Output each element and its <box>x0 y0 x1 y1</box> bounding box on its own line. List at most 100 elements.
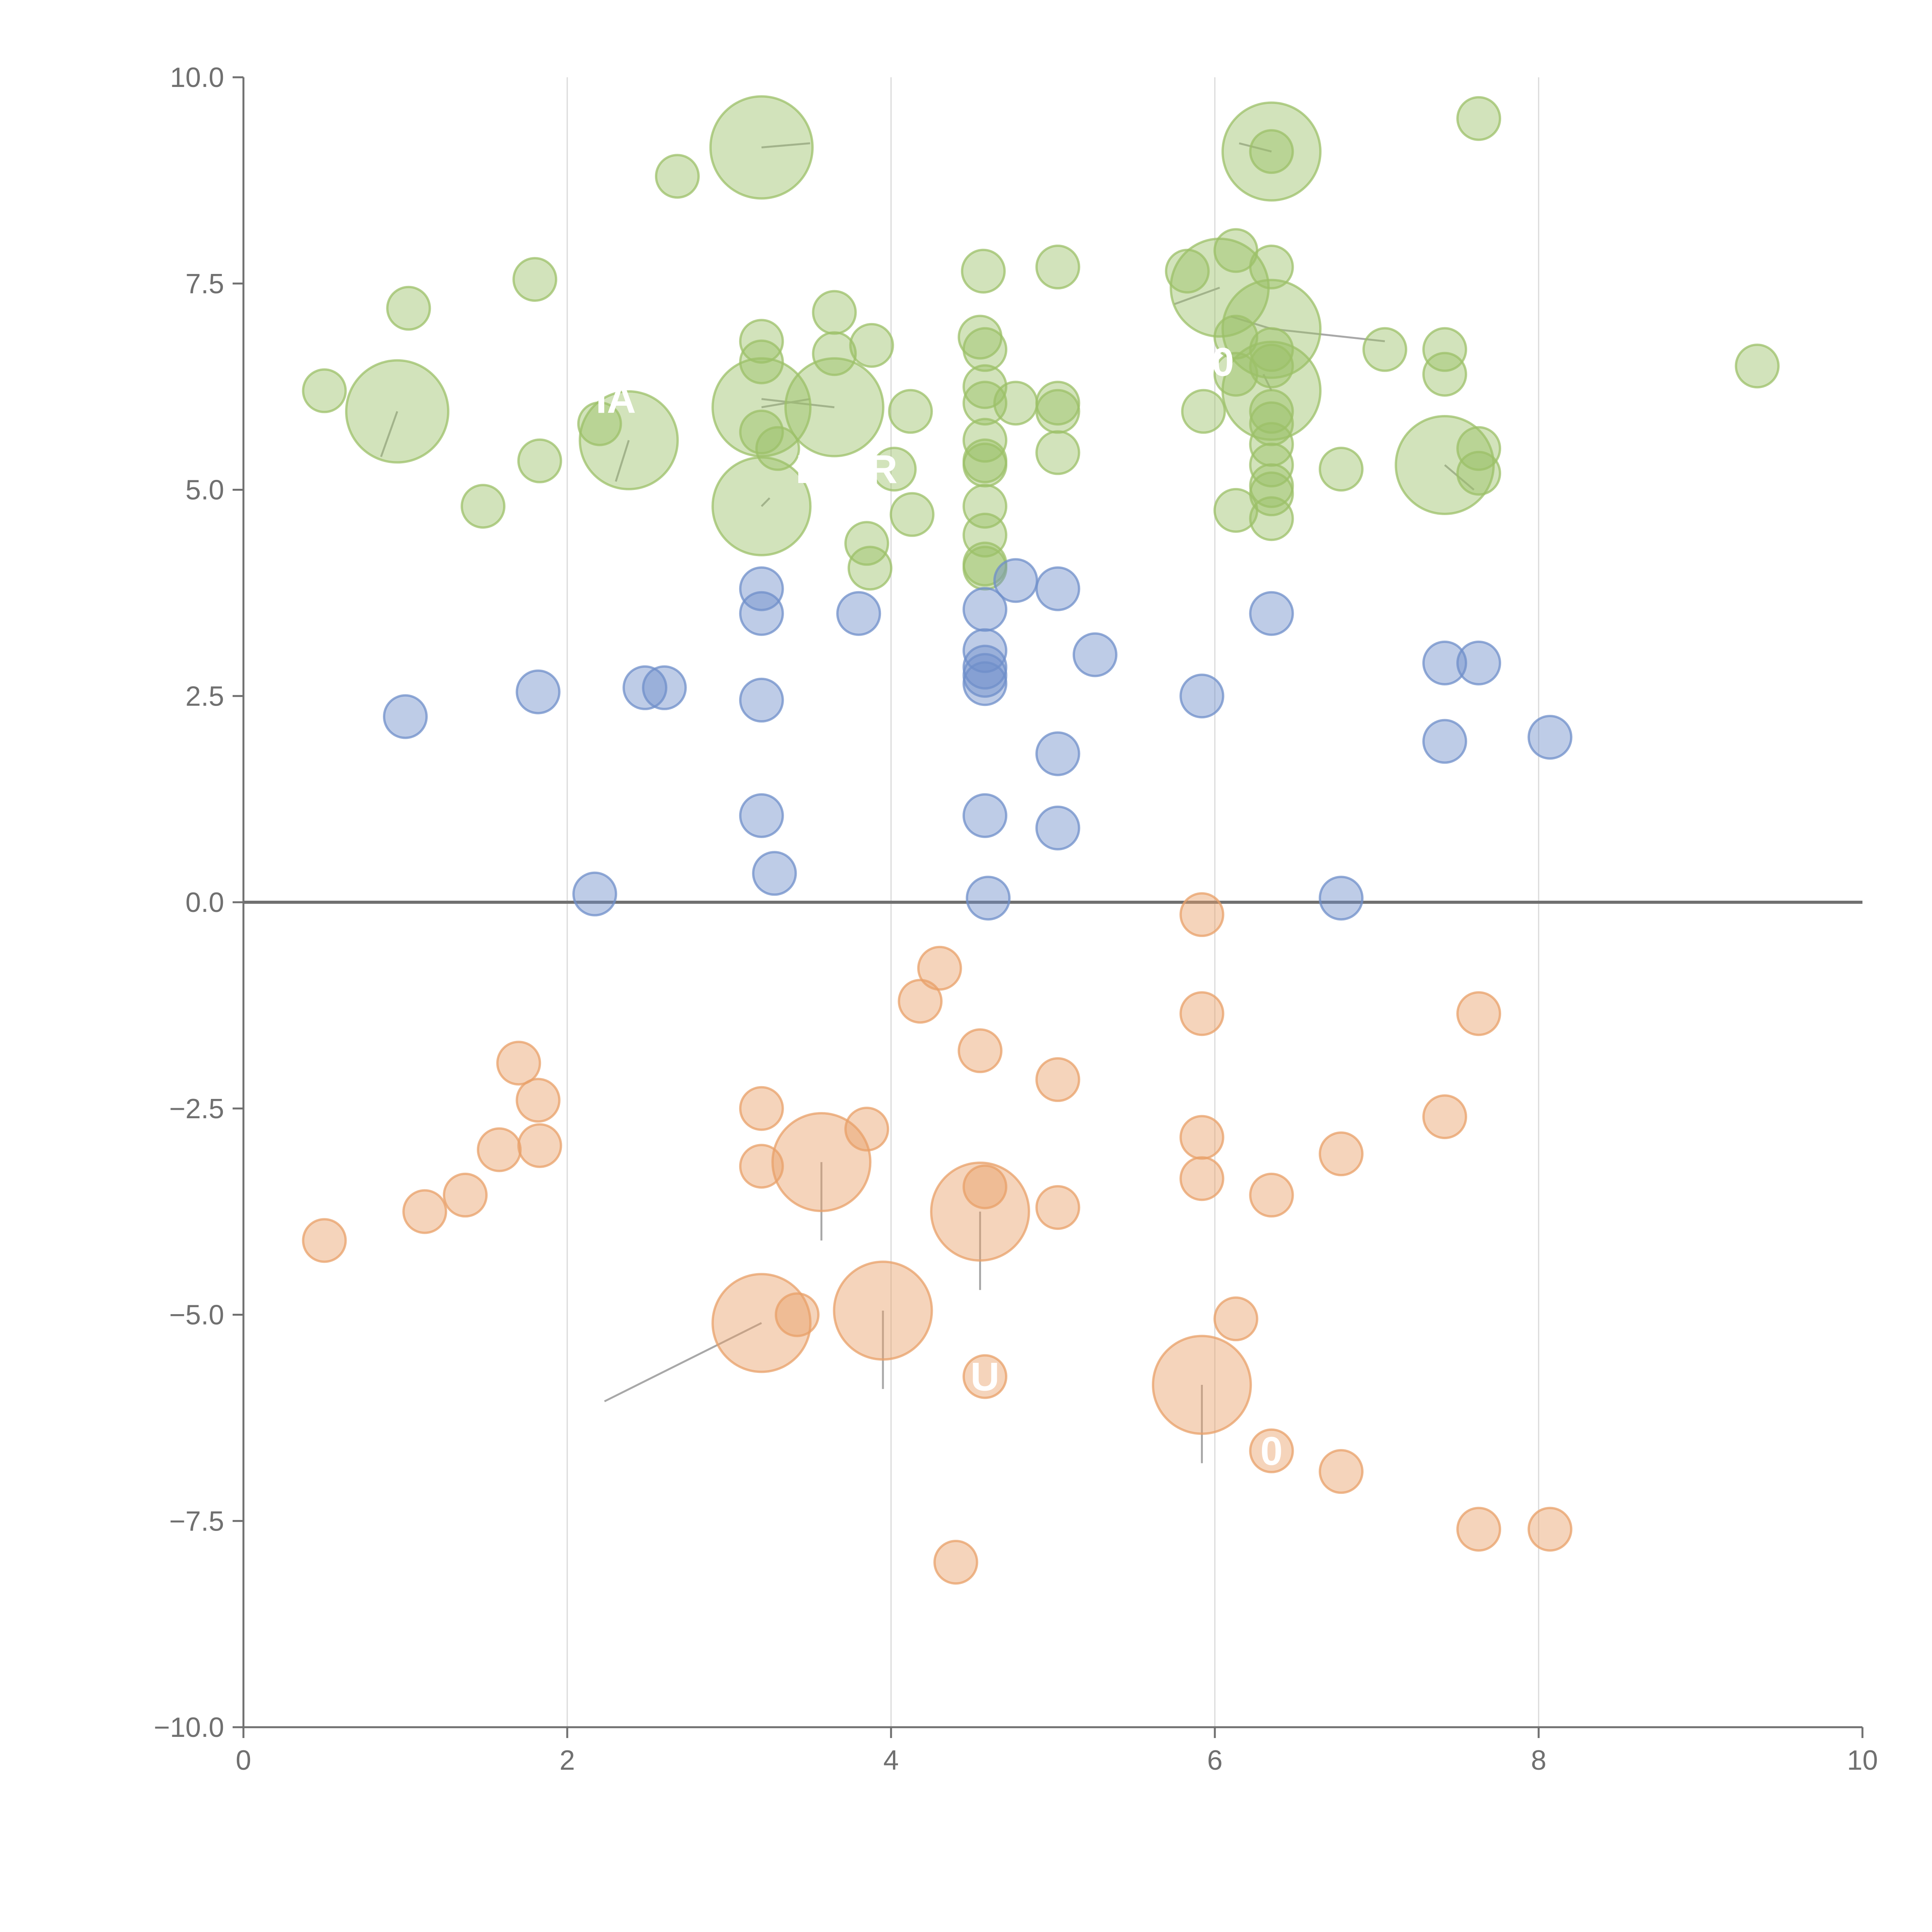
point-low-19 <box>930 1162 1030 1262</box>
point-high-13 <box>739 410 784 455</box>
point-mid-25 <box>1318 876 1364 921</box>
y-tick-label-8: 10.0 <box>170 62 224 93</box>
point-high-12 <box>711 357 812 457</box>
point-high-66 <box>1422 352 1467 397</box>
point-mid-20 <box>1035 731 1080 776</box>
point-high-61 <box>1249 471 1294 517</box>
point-mid-24 <box>1249 591 1294 636</box>
point-low-21 <box>1035 1057 1080 1102</box>
point-low-27 <box>1151 1335 1252 1435</box>
point-high-50 <box>1249 129 1294 174</box>
leader-line-6 <box>1174 287 1220 305</box>
point-high-38 <box>1035 245 1080 290</box>
point-mid-5 <box>739 566 784 611</box>
point-mid-2 <box>572 871 617 917</box>
x-tick-label-5: 10 <box>1847 1745 1878 1776</box>
point-label-5: 0 <box>1260 1429 1283 1474</box>
point-mid-11 <box>963 587 1008 632</box>
point-high-1 <box>386 286 431 331</box>
point-low-25 <box>1179 1115 1225 1160</box>
point-low-9 <box>711 1273 812 1373</box>
point-mid-29 <box>1527 715 1573 760</box>
point-low-16 <box>933 1540 978 1585</box>
point-high-3 <box>461 484 506 529</box>
point-high-0 <box>302 368 347 413</box>
point-high-23 <box>888 389 933 434</box>
point-high-29 <box>963 381 1008 426</box>
point-low-4 <box>496 1041 541 1086</box>
leader-line-1 <box>615 440 630 482</box>
point-high-51 <box>1249 245 1294 290</box>
point-mid-10 <box>836 591 881 636</box>
point-mid-21 <box>1035 805 1080 850</box>
point-low-36 <box>1527 1507 1573 1552</box>
point-high-24 <box>889 492 935 537</box>
point-label-3: 0 <box>1212 340 1234 385</box>
point-mid-17 <box>966 876 1011 921</box>
point-low-23 <box>1179 892 1225 937</box>
point-mid-8 <box>739 793 784 838</box>
point-mid-27 <box>1422 719 1467 764</box>
point-label-1: D <box>796 447 825 492</box>
point-high-9 <box>709 95 814 200</box>
point-high-40 <box>1035 389 1080 434</box>
point-mid-9 <box>752 851 797 896</box>
point-high-2 <box>345 359 450 464</box>
point-high-32 <box>963 442 1008 488</box>
leader-line-15 <box>604 1322 762 1402</box>
point-low-8 <box>739 1144 784 1189</box>
point-mid-0 <box>383 694 428 739</box>
point-low-14 <box>898 979 943 1024</box>
point-low-12 <box>844 1107 889 1152</box>
y-tick-label-7: 7.5 <box>185 269 224 299</box>
point-mid-28 <box>1456 640 1501 685</box>
point-label-2: R <box>868 447 897 492</box>
point-mid-22 <box>1072 632 1117 677</box>
point-high-16 <box>812 290 857 335</box>
point-mid-12 <box>963 628 1008 673</box>
label-layer: IA D R 0 U 0 <box>596 340 1283 1474</box>
point-low-17 <box>957 1028 1003 1073</box>
point-low-24 <box>1179 991 1225 1036</box>
y-tick-label-5: 2.5 <box>185 681 224 712</box>
y-tick-label-6: 5.0 <box>185 475 224 506</box>
point-mid-19 <box>1035 566 1080 611</box>
point-high-62 <box>1249 496 1294 541</box>
point-mid-4 <box>642 665 687 710</box>
y-tick-label-0: −10.0 <box>154 1712 224 1743</box>
point-low-31 <box>1318 1131 1364 1177</box>
point-low-33 <box>1422 1094 1467 1139</box>
axis-layer: −10.0 −7.5 −5.0 −2.5 0.0 2.5 5.0 7.5 10.0 0 2 4 6 8 10 <box>154 62 1878 1776</box>
point-low-35 <box>1456 1507 1501 1552</box>
point-label-4: U <box>970 1355 999 1400</box>
leader-line-4 <box>761 398 835 408</box>
point-label-0: IA <box>596 377 636 422</box>
point-low-2 <box>443 1172 488 1218</box>
point-high-64 <box>1362 327 1407 372</box>
point-mid-16 <box>963 793 1008 838</box>
point-low-5 <box>515 1078 561 1123</box>
point-high-7 <box>578 390 679 490</box>
point-high-6 <box>577 401 622 446</box>
leader-line-11 <box>1444 464 1475 491</box>
point-high-68 <box>1456 96 1501 141</box>
point-high-53 <box>1249 327 1294 372</box>
point-low-1 <box>402 1189 447 1234</box>
point-high-47 <box>1213 352 1259 397</box>
y-tick-label-4: 0.0 <box>185 887 224 918</box>
point-high-41 <box>1035 430 1080 475</box>
x-tick-label-0: 0 <box>236 1745 251 1776</box>
point-high-5 <box>517 438 562 483</box>
point-high-46 <box>1213 315 1259 360</box>
point-low-6 <box>517 1123 562 1168</box>
point-low-10 <box>774 1292 820 1337</box>
point-high-4 <box>512 257 558 302</box>
point-mid-15 <box>963 661 1008 706</box>
x-tick-label-1: 2 <box>560 1745 575 1776</box>
point-high-49 <box>1221 101 1322 202</box>
point-low-11 <box>771 1112 872 1213</box>
point-low-7 <box>739 1086 784 1131</box>
point-low-28 <box>1213 1296 1259 1342</box>
point-high-15 <box>755 426 800 471</box>
